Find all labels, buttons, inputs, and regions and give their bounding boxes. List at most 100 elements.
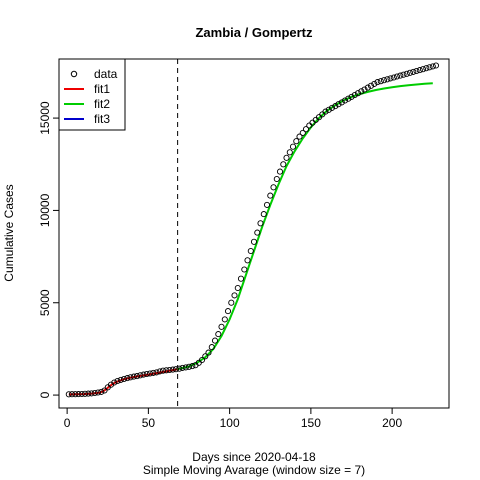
data-point bbox=[332, 103, 339, 110]
y-axis: 0 5000 10000 15000 bbox=[38, 101, 60, 398]
data-point bbox=[416, 67, 423, 74]
data-point bbox=[163, 367, 170, 374]
x-tick-label: 50 bbox=[142, 416, 156, 430]
chart-title: Zambia / Gompertz bbox=[195, 25, 313, 40]
y-tick-label: 10000 bbox=[38, 193, 52, 227]
data-point bbox=[364, 84, 371, 91]
data-point bbox=[114, 377, 121, 385]
data-point bbox=[384, 76, 391, 83]
data-point bbox=[397, 72, 404, 79]
data-point bbox=[228, 299, 235, 306]
data-point bbox=[78, 390, 85, 398]
data-point bbox=[202, 353, 209, 360]
data-point bbox=[280, 161, 287, 168]
data-point bbox=[117, 376, 124, 383]
x-tick-label: 0 bbox=[64, 416, 71, 430]
data-point bbox=[286, 149, 293, 156]
data-point bbox=[260, 211, 267, 218]
data-point bbox=[182, 364, 189, 371]
data-point bbox=[137, 372, 144, 379]
data-point bbox=[254, 229, 261, 236]
data-point bbox=[325, 106, 332, 113]
data-point bbox=[211, 337, 219, 344]
data-point bbox=[153, 369, 160, 376]
x-tick-label: 200 bbox=[382, 416, 402, 430]
data-point bbox=[432, 62, 440, 69]
data-point bbox=[179, 364, 186, 371]
data-point bbox=[403, 70, 410, 77]
data-point bbox=[218, 323, 225, 330]
x-tick-label: 150 bbox=[301, 416, 321, 430]
data-point bbox=[361, 86, 368, 93]
data-point bbox=[371, 80, 378, 87]
data-point bbox=[335, 101, 342, 108]
data-point bbox=[367, 82, 375, 89]
data-point bbox=[159, 367, 167, 374]
data-point bbox=[166, 366, 173, 374]
data-point bbox=[169, 366, 176, 373]
data-point bbox=[410, 68, 417, 75]
series-fit2-line bbox=[177, 82, 433, 371]
data-points bbox=[65, 62, 440, 398]
data-point bbox=[390, 74, 397, 81]
data-point bbox=[263, 201, 271, 208]
data-point bbox=[374, 79, 381, 86]
data-point bbox=[234, 284, 241, 292]
data-point bbox=[65, 391, 72, 398]
data-point bbox=[419, 66, 427, 73]
data-point bbox=[133, 373, 141, 380]
data-point bbox=[377, 78, 384, 85]
data-point bbox=[241, 266, 248, 273]
data-point bbox=[380, 77, 388, 84]
data-point bbox=[273, 175, 280, 183]
data-point bbox=[244, 257, 251, 264]
data-point bbox=[140, 371, 147, 378]
data-point bbox=[322, 108, 329, 115]
data-point bbox=[393, 73, 401, 80]
data-point bbox=[296, 133, 303, 140]
data-point bbox=[358, 88, 365, 95]
x-axis-sublabel: Simple Moving Avarage (window size = 7) bbox=[143, 463, 365, 477]
data-point bbox=[406, 69, 414, 76]
data-point bbox=[130, 373, 137, 380]
data-point bbox=[413, 67, 420, 75]
data-point bbox=[68, 391, 76, 398]
data-point bbox=[88, 390, 95, 397]
data-point bbox=[345, 95, 352, 102]
y-tick-label: 0 bbox=[38, 391, 52, 398]
data-point bbox=[267, 192, 274, 199]
data-point bbox=[341, 97, 349, 104]
data-point bbox=[127, 374, 134, 381]
data-point bbox=[283, 154, 290, 161]
data-point bbox=[94, 389, 102, 396]
data-point bbox=[172, 366, 180, 373]
data-point bbox=[75, 391, 82, 398]
data-point bbox=[72, 391, 79, 398]
data-point bbox=[387, 75, 394, 82]
data-point bbox=[224, 308, 232, 315]
legend-data-marker bbox=[70, 70, 78, 78]
data-point bbox=[429, 63, 436, 70]
data-point bbox=[426, 64, 433, 71]
data-point bbox=[221, 316, 228, 323]
y-axis-label: Cumulative Cases bbox=[2, 184, 16, 281]
data-point bbox=[289, 143, 297, 150]
data-point bbox=[302, 126, 310, 133]
data-point bbox=[198, 356, 206, 364]
data-point bbox=[156, 368, 163, 375]
x-axis: 0 50 100 150 200 bbox=[64, 407, 402, 430]
data-point bbox=[91, 389, 98, 397]
data-point bbox=[338, 99, 345, 106]
data-point bbox=[293, 138, 300, 145]
data-point bbox=[354, 90, 362, 97]
legend-label-fit2: fit2 bbox=[94, 97, 110, 111]
legend-label-fit3: fit3 bbox=[94, 112, 110, 126]
y-tick-label: 5000 bbox=[38, 289, 52, 316]
legend-label-fit1: fit1 bbox=[94, 82, 110, 96]
data-point bbox=[185, 363, 193, 370]
data-point bbox=[101, 387, 108, 394]
data-point bbox=[257, 220, 264, 227]
data-point bbox=[247, 247, 254, 255]
data-point bbox=[237, 275, 245, 282]
